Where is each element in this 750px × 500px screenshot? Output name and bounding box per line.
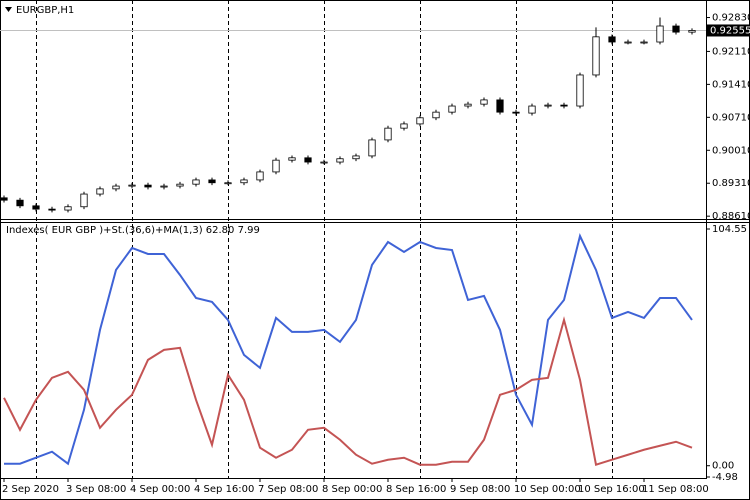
candle-body: [464, 103, 472, 107]
candle-body: [368, 139, 376, 157]
candle-body: [192, 179, 200, 185]
candle-body: [384, 127, 392, 141]
current-price-label: 0.92555: [710, 25, 750, 36]
candle-body: [80, 193, 88, 208]
symbol-title: EURGBP,H1: [16, 5, 74, 16]
y-tick-label: 104.55: [712, 224, 747, 235]
candle-body: [512, 111, 520, 114]
current-price-box: [707, 24, 749, 37]
candle-body: [480, 99, 488, 105]
y-tick-label: 0.00: [712, 461, 734, 472]
y-tick-label: 0.92110: [712, 46, 750, 57]
x-tick-label: 4 Sep 00:00: [130, 484, 190, 495]
candle-body: [208, 179, 216, 184]
candle-body: [0, 197, 8, 201]
candle-body: [288, 157, 296, 161]
candle-body: [656, 25, 664, 43]
candle-body: [496, 99, 504, 113]
x-tick-label: 3 Sep 08:00: [66, 484, 126, 495]
indicator-line: [4, 233, 693, 466]
y-tick-label: 0.92830: [712, 13, 750, 24]
candle-body: [336, 158, 344, 163]
x-tick-label: 2 Sep 2020: [2, 484, 59, 495]
candle-body: [688, 30, 696, 33]
y-tick-label: 0.88610: [712, 211, 750, 222]
candle-body: [272, 159, 280, 173]
candle-body: [400, 123, 408, 129]
candle-body: [640, 41, 648, 44]
candle-body: [64, 206, 72, 211]
candle-body: [448, 105, 456, 113]
candle-body: [672, 25, 680, 33]
candle-body: [528, 105, 536, 114]
candle-body: [16, 199, 24, 207]
y-tick-label: 0.89310: [712, 178, 750, 189]
x-tick-label: 7 Sep 08:00: [258, 484, 318, 495]
x-tick-label: 10 Sep 16:00: [578, 484, 645, 495]
candle-body: [352, 155, 360, 160]
candle-body: [144, 184, 152, 188]
x-tick-label: 8 Sep 16:00: [386, 484, 446, 495]
candle-body: [560, 104, 568, 107]
x-tick-label: 11 Sep 08:00: [642, 484, 709, 495]
x-tick-label: 9 Sep 08:00: [450, 484, 510, 495]
y-tick-label: 0.91410: [712, 79, 750, 90]
x-tick-label: 8 Sep 00:00: [322, 484, 382, 495]
candle-body: [176, 183, 184, 187]
candle-body: [48, 208, 56, 211]
indicator-line: [3, 316, 693, 467]
candle-body: [432, 111, 440, 119]
candle-body: [112, 185, 120, 190]
candle-body: [576, 74, 584, 107]
candle-body: [128, 184, 136, 187]
candle-body: [224, 182, 232, 185]
candle-body: [592, 36, 600, 76]
indicator-title: Indexes( EUR GBP )+St.(36,6)+MA(1,3) 62.…: [6, 225, 260, 236]
candle-body: [544, 104, 552, 107]
candle-body: [160, 185, 168, 188]
y-tick-label: -4.98: [712, 472, 738, 483]
candle-body: [608, 36, 616, 43]
candle-body: [624, 41, 632, 44]
candle-body: [416, 117, 424, 125]
candle-body: [96, 188, 104, 195]
candle-body: [240, 179, 248, 184]
x-tick-label: 10 Sep 00:00: [514, 484, 581, 495]
candle-body: [320, 161, 328, 164]
menu-triangle[interactable]: [5, 7, 12, 12]
candle-body: [304, 157, 312, 163]
candle-body: [32, 205, 40, 210]
candle-body: [256, 171, 264, 181]
y-tick-label: 0.90710: [712, 112, 750, 123]
x-tick-label: 4 Sep 16:00: [194, 484, 254, 495]
y-tick-label: 0.90010: [712, 145, 750, 156]
